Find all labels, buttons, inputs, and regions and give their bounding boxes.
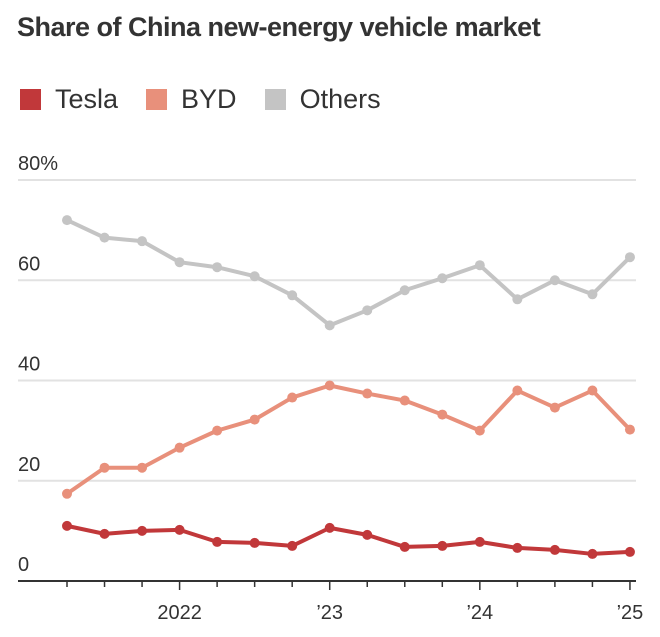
y-tick-label: 40 — [18, 354, 40, 376]
legend-swatch-tesla — [20, 89, 41, 110]
legend-item-tesla: Tesla — [20, 84, 118, 115]
data-point-byd — [587, 385, 598, 396]
data-point-tesla — [549, 544, 560, 555]
x-tick-label: ’23 — [316, 602, 343, 624]
data-point-others — [437, 273, 448, 284]
data-point-byd — [137, 462, 148, 473]
data-point-tesla — [512, 542, 523, 553]
data-point-byd — [287, 392, 298, 403]
data-point-others — [287, 290, 298, 301]
data-point-tesla — [437, 540, 448, 551]
data-point-tesla — [399, 541, 410, 552]
data-point-others — [174, 257, 185, 268]
y-tick-label: 60 — [18, 253, 40, 275]
series-line-byd — [65, 383, 632, 496]
data-point-others — [249, 271, 260, 282]
y-tick-label: 20 — [18, 454, 40, 476]
data-point-byd — [324, 380, 335, 391]
data-point-byd — [474, 425, 485, 436]
data-point-tesla — [62, 520, 72, 531]
data-point-byd — [99, 462, 110, 473]
y-tick-label: 80% — [18, 153, 58, 175]
legend-item-others: Others — [264, 84, 381, 115]
data-point-tesla — [474, 536, 485, 547]
data-point-others — [137, 236, 148, 247]
data-point-tesla — [587, 548, 598, 559]
x-tick-label: ’24 — [466, 602, 493, 624]
series-line-tesla — [66, 523, 631, 556]
x-tick-label: 2022 — [157, 602, 202, 624]
x-tick-label: ’25 — [617, 602, 644, 624]
legend-item-byd: BYD — [146, 84, 237, 115]
data-point-tesla — [137, 525, 148, 536]
legend-label-tesla: Tesla — [55, 84, 119, 114]
data-point-tesla — [249, 537, 260, 548]
series-line-others — [66, 218, 632, 328]
data-point-others — [474, 260, 485, 271]
data-point-others — [324, 320, 335, 331]
data-point-others — [362, 305, 373, 316]
data-point-byd — [249, 414, 260, 425]
legend-label-others: Others — [299, 84, 381, 114]
data-point-tesla — [174, 524, 185, 535]
chart-title: Share of China new-energy vehicle market — [17, 12, 541, 42]
legend-swatch-byd — [146, 89, 168, 110]
data-point-others — [212, 262, 223, 273]
data-point-tesla — [324, 522, 335, 533]
data-point-tesla — [212, 536, 223, 547]
data-point-tesla — [287, 540, 298, 551]
data-point-others — [99, 232, 110, 243]
y-tick-label: 0 — [18, 554, 29, 576]
legend-label-byd: BYD — [181, 84, 237, 114]
data-point-byd — [437, 409, 448, 420]
data-point-tesla — [624, 546, 635, 557]
legend-swatch-others — [264, 89, 286, 110]
data-point-others — [62, 215, 72, 226]
data-point-byd — [549, 402, 560, 413]
data-point-others — [549, 275, 560, 286]
data-point-byd — [212, 425, 223, 436]
data-point-byd — [512, 385, 523, 396]
data-point-byd — [399, 395, 410, 406]
data-point-byd — [624, 424, 635, 435]
data-point-others — [512, 294, 523, 305]
data-point-others — [399, 285, 410, 296]
data-point-byd — [62, 488, 72, 499]
data-point-tesla — [99, 528, 110, 539]
data-point-byd — [362, 388, 373, 399]
data-point-byd — [174, 442, 185, 453]
legend: Tesla BYD Others — [20, 84, 409, 115]
data-point-others — [624, 252, 635, 263]
data-point-tesla — [362, 529, 373, 540]
data-point-others — [587, 289, 598, 300]
